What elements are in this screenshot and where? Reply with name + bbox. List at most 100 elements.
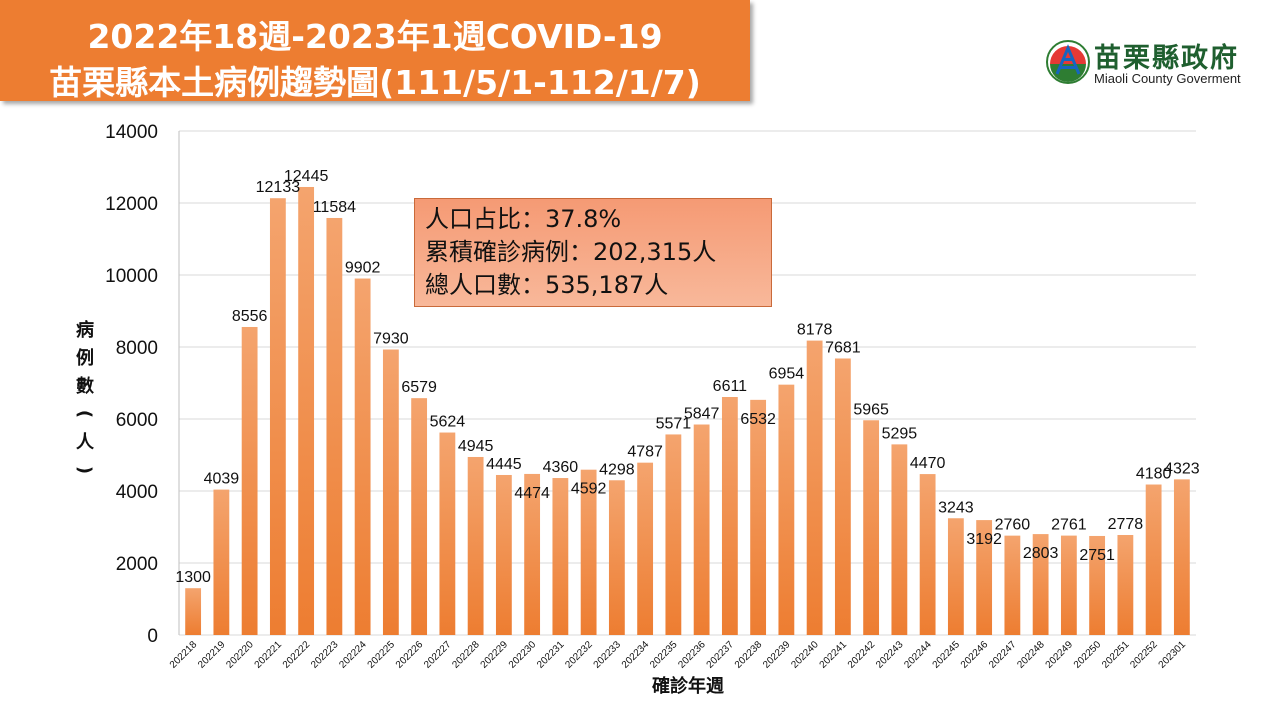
bar [1173,479,1190,635]
data-label: 2803 [1023,545,1059,562]
title-line-2: 苗栗縣本土病例趨勢圖(111/5/1-112/1/7) [49,63,701,102]
x-tick-label: 202241 [818,639,850,671]
data-label: 5847 [684,406,720,423]
data-label: 2761 [1051,517,1087,534]
x-tick-label: 202218 [168,639,200,671]
data-label: 6611 [713,378,748,395]
government-name: 苗栗縣政府 [1094,43,1239,74]
data-label: 4470 [910,455,946,472]
x-tick-label: 202228 [450,639,482,671]
bar [608,480,625,635]
x-tick-label: 202220 [224,639,256,671]
x-tick-label: 202242 [846,639,878,671]
x-tick-label: 202237 [705,639,737,671]
bar [1032,534,1049,635]
y-tick-label: 6000 [116,410,158,431]
x-tick-label: 202229 [479,639,511,671]
x-tick-label: 202236 [676,639,708,671]
bar [1145,484,1162,635]
y-tick-label: 2000 [116,554,158,575]
x-tick-label: 202224 [337,639,369,671]
data-label: 7930 [373,331,409,348]
data-label: 6532 [740,411,776,428]
x-tick-label: 202234 [620,639,652,671]
y-axis-label: 病例數 (人) [74,319,95,474]
data-label: 12133 [256,179,301,196]
bar [552,478,569,635]
bar [806,340,823,635]
y-tick-label: 10000 [105,266,158,287]
data-label: 2760 [995,517,1031,534]
data-label: 5571 [656,415,692,432]
data-label: 2778 [1108,516,1144,533]
data-label: 5624 [430,414,466,431]
bar [947,518,964,635]
x-tick-label: 202251 [1100,639,1132,671]
bar [976,520,993,635]
x-tick-label: 202245 [931,639,963,671]
x-tick-label: 202231 [535,639,567,671]
y-axis-label-char: ) [74,466,95,474]
data-label: 8178 [797,322,833,339]
data-label: 9902 [345,260,381,277]
bar [1060,535,1077,635]
y-tick-label: 8000 [116,338,158,359]
bar [778,384,795,635]
government-name-english: Miaoli County Goverment [1094,71,1241,86]
bar [382,349,399,635]
y-axis-label-char: 數 [76,376,94,397]
data-label: 8556 [232,308,268,325]
data-label: 7681 [825,339,861,356]
x-tick-label: 202226 [394,639,426,671]
bar [326,217,343,635]
data-label: 4445 [486,456,522,473]
data-label: 3243 [938,499,974,516]
bar [495,474,512,635]
info-total-population: 總人口數：535,187人 [425,271,669,299]
x-tick-label: 202227 [422,639,454,671]
y-tick-label: 4000 [116,482,158,503]
x-tick-label: 202252 [1128,639,1160,671]
data-label: 4298 [599,461,635,478]
bar [834,358,851,635]
bar [269,198,286,635]
data-label: 1300 [175,569,211,586]
y-axis-label-char: 病 [76,319,94,341]
bar [863,420,880,635]
bar [213,489,230,635]
bar [439,432,456,635]
bar [354,278,371,635]
data-label: 5965 [853,401,889,418]
x-axis-label: 確診年週 [652,675,724,697]
data-label: 4474 [514,485,550,502]
bar [693,424,710,635]
bar [241,326,258,635]
y-axis-label-char: ( [74,410,95,418]
data-label: 4323 [1164,460,1200,477]
bar [524,473,541,635]
bar [1117,534,1134,635]
bar [1089,535,1106,635]
x-tick-label: 202239 [761,639,793,671]
x-tick-label: 202222 [281,639,313,671]
y-tick-label: 0 [147,626,158,647]
data-label: 2751 [1079,547,1115,564]
title-line-1: 2022年18週-2023年1週COVID-19 [87,17,663,56]
x-tick-label: 202243 [874,639,906,671]
y-axis-label-char: 例 [76,347,94,369]
x-tick-label: 202219 [196,639,228,671]
x-tick-label: 202221 [253,639,285,671]
x-tick-label: 202232 [563,639,595,671]
data-label: 3192 [966,531,1002,548]
data-label: 4945 [458,438,494,455]
data-label: 6954 [769,366,805,383]
x-tick-label: 202230 [507,639,539,671]
x-tick-label: 202235 [648,639,680,671]
miaoli-county-emblem-icon [1046,40,1090,84]
data-label: 4360 [543,459,579,476]
data-label: 6579 [401,379,437,396]
x-tick-label: 202248 [1015,639,1047,671]
x-tick-label: 202225 [366,639,398,671]
x-tick-label: 202250 [1072,639,1104,671]
bar [721,397,738,635]
